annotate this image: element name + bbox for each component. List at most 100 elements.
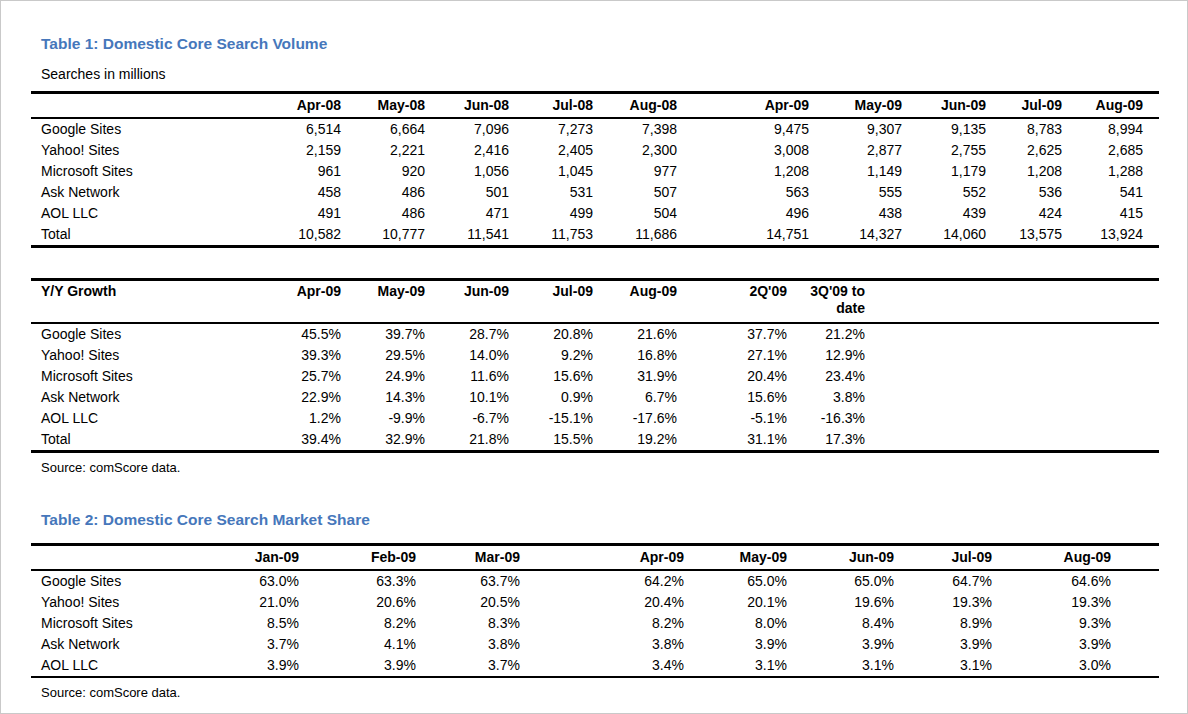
- cell-value: -6.7%: [427, 408, 511, 429]
- cell-value: 39.4%: [259, 429, 343, 452]
- cell-value: 552: [904, 182, 988, 203]
- cell-value: 8.2%: [522, 613, 686, 634]
- cell-value: 920: [343, 161, 427, 182]
- cell-value: 10,777: [343, 224, 427, 247]
- table-row: Ask Network22.9%14.3%10.1%0.9%6.7%15.6%3…: [31, 387, 1159, 408]
- row-label: Yahoo! Sites: [31, 140, 259, 161]
- cell-value: 32.9%: [343, 429, 427, 452]
- cell-value: 501: [427, 182, 511, 203]
- table-row: AOL LLC3.9%3.9%3.7%3.4%3.1%3.1%3.1%3.0%: [31, 655, 1159, 677]
- cell-value: 9,475: [711, 118, 811, 140]
- cell-value: -15.1%: [511, 408, 595, 429]
- cell-value: 8,994: [1064, 118, 1159, 140]
- column-header: Jul-09: [511, 280, 595, 324]
- cell-value: 4.1%: [301, 634, 418, 655]
- filler-cell: [867, 408, 1159, 429]
- cell-value: 10.1%: [427, 387, 511, 408]
- row-label: Total: [31, 429, 259, 452]
- cell-value: 3.7%: [418, 655, 522, 677]
- cell-value: 15.6%: [511, 366, 595, 387]
- column-header: Mar-09: [418, 545, 522, 571]
- cell-value: 3.9%: [896, 634, 994, 655]
- table-row: AOL LLC1.2%-9.9%-6.7%-15.1%-17.6%-5.1%-1…: [31, 408, 1159, 429]
- cell-value: 19.3%: [994, 592, 1159, 613]
- cell-value: 8.2%: [301, 613, 418, 634]
- column-gap: [679, 140, 711, 161]
- cell-value: 17.3%: [789, 429, 867, 452]
- yoy-growth-table: Y/Y GrowthApr-09May-09Jun-09Jul-09Aug-09…: [31, 278, 1159, 453]
- cell-value: 9.3%: [994, 613, 1159, 634]
- cell-value: 3.8%: [418, 634, 522, 655]
- cell-value: -17.6%: [595, 408, 679, 429]
- column-header: Jan-09: [201, 545, 301, 571]
- cell-value: 11.6%: [427, 366, 511, 387]
- cell-value: 21.0%: [201, 592, 301, 613]
- cell-value: 64.6%: [994, 570, 1159, 592]
- cell-value: 491: [259, 203, 343, 224]
- cell-value: 3.9%: [994, 634, 1159, 655]
- cell-value: 3.9%: [301, 655, 418, 677]
- cell-value: 3.1%: [686, 655, 789, 677]
- row-label: Ask Network: [31, 387, 259, 408]
- column-header: Aug-09: [1064, 93, 1159, 119]
- cell-value: 541: [1064, 182, 1159, 203]
- cell-value: 2,405: [511, 140, 595, 161]
- cell-value: 12.9%: [789, 345, 867, 366]
- filler-cell: [867, 280, 1159, 324]
- column-gap: [679, 118, 711, 140]
- cell-value: 65.0%: [789, 570, 896, 592]
- cell-value: 439: [904, 203, 988, 224]
- table-row: Microsoft Sites25.7%24.9%11.6%15.6%31.9%…: [31, 366, 1159, 387]
- column-header: Aug-08: [595, 93, 679, 119]
- cell-value: 39.3%: [259, 345, 343, 366]
- corner-header: [31, 93, 259, 119]
- cell-value: 3.7%: [201, 634, 301, 655]
- cell-value: 2,416: [427, 140, 511, 161]
- row-label: Yahoo! Sites: [31, 592, 201, 613]
- filler-cell: [867, 387, 1159, 408]
- column-gap: [679, 161, 711, 182]
- cell-value: -16.3%: [789, 408, 867, 429]
- table-row: AOL LLC491486471499504496438439424415: [31, 203, 1159, 224]
- cell-value: 415: [1064, 203, 1159, 224]
- table-row: Google Sites45.5%39.7%28.7%20.8%21.6%37.…: [31, 323, 1159, 345]
- cell-value: 64.2%: [522, 570, 686, 592]
- cell-value: 458: [259, 182, 343, 203]
- cell-value: 37.7%: [679, 323, 789, 345]
- row-label: AOL LLC: [31, 655, 201, 677]
- cell-value: 2,300: [595, 140, 679, 161]
- cell-value: 22.9%: [259, 387, 343, 408]
- column-header: Jun-08: [427, 93, 511, 119]
- cell-value: 15.5%: [511, 429, 595, 452]
- cell-value: 3.1%: [789, 655, 896, 677]
- cell-value: 496: [711, 203, 811, 224]
- cell-value: 2,221: [343, 140, 427, 161]
- cell-value: 8.4%: [789, 613, 896, 634]
- cell-value: 7,273: [511, 118, 595, 140]
- table-row: Yahoo! Sites39.3%29.5%14.0%9.2%16.8%27.1…: [31, 345, 1159, 366]
- table2-title: Table 2: Domestic Core Search Market Sha…: [41, 511, 1157, 529]
- cell-value: 3.9%: [201, 655, 301, 677]
- row-label: Yahoo! Sites: [31, 345, 259, 366]
- table-row: Ask Network45848650153150756355555253654…: [31, 182, 1159, 203]
- column-header: Feb-09: [301, 545, 418, 571]
- cell-value: 961: [259, 161, 343, 182]
- cell-value: 2,159: [259, 140, 343, 161]
- cell-value: 3.9%: [789, 634, 896, 655]
- cell-value: 3.0%: [994, 655, 1159, 677]
- table1-title: Table 1: Domestic Core Search Volume: [41, 35, 1157, 53]
- cell-value: 507: [595, 182, 679, 203]
- row-label: AOL LLC: [31, 203, 259, 224]
- cell-value: 471: [427, 203, 511, 224]
- cell-value: 20.8%: [511, 323, 595, 345]
- cell-value: 1,288: [1064, 161, 1159, 182]
- cell-value: 63.7%: [418, 570, 522, 592]
- cell-value: 63.3%: [301, 570, 418, 592]
- cell-value: 16.8%: [595, 345, 679, 366]
- corner-header: Y/Y Growth: [31, 280, 259, 324]
- cell-value: 2,755: [904, 140, 988, 161]
- cell-value: 6.7%: [595, 387, 679, 408]
- filler-cell: [867, 366, 1159, 387]
- table-row: Microsoft Sites8.5%8.2%8.3%8.2%8.0%8.4%8…: [31, 613, 1159, 634]
- cell-value: 536: [988, 182, 1064, 203]
